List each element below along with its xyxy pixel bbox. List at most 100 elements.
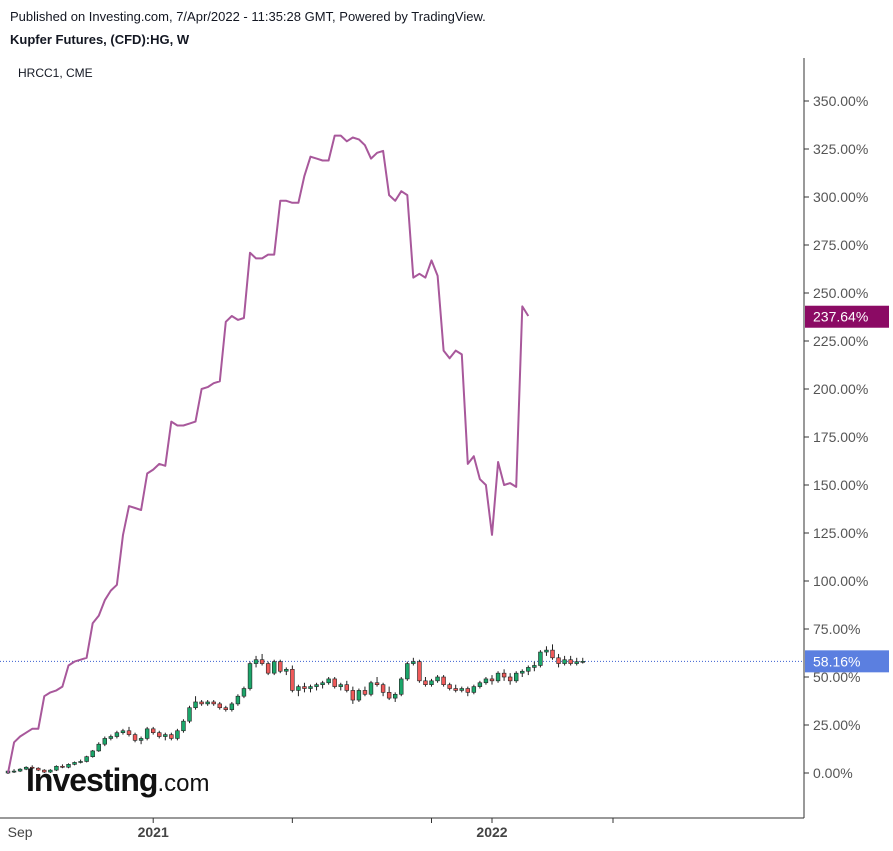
candle-down [126,730,132,735]
candle-up [205,701,210,705]
candle-down [259,659,265,664]
candle-up [271,661,277,674]
y-axis: 0.00% 25.00% 50.00% 75.00% 100.00% 125.00% 150… [803,58,868,818]
candle-down [441,676,446,685]
candle-up [120,730,126,733]
y-tick-label: 50.00% [813,669,860,685]
candle-down [489,678,495,682]
y-tick-label: 275.00% [813,237,868,253]
overlay-symbol-label: HRCC1, CME [18,66,93,80]
y-tick-label: 250.00% [813,285,868,301]
candle-down [302,686,307,689]
candle-down [217,703,222,709]
candle-up [538,651,543,666]
y-tick-label: 75.00% [813,621,860,637]
candle-down [211,701,216,705]
candle-up [108,736,114,739]
candle-up [314,684,319,687]
candle-down [556,657,561,664]
candle-up [574,661,579,664]
candle-down [380,684,386,693]
candle-up [175,730,180,739]
candle-down [223,707,228,710]
y-tick-label: 350.00% [813,93,868,109]
candle-up [72,762,77,765]
candle-down [386,692,392,699]
candle-up [247,663,253,689]
candle-up [483,678,489,684]
x-tick-label: 2021 [138,824,169,840]
candle-up [532,665,537,668]
candle-down [290,669,295,691]
candle-up [580,661,585,663]
candle-up [399,678,404,695]
candle-down [278,661,283,672]
candle-down [42,769,47,773]
candle-up [96,743,101,752]
candle-up [163,734,168,737]
y-tick-label: 150.00% [813,477,868,493]
y-tick-label: 300.00% [813,189,868,205]
price-last-value-badge-text: 58.16% [813,653,860,669]
hrc-line [7,134,530,774]
candle-down [169,734,174,739]
candle-down [344,684,349,691]
y-tick-label: 125.00% [813,525,868,541]
candle-up [513,672,519,682]
candlestick-series [0,644,804,774]
y-tick-label: 175.00% [813,429,868,445]
candle-up [181,720,186,732]
y-tick-label: 200.00% [813,381,868,397]
candle-down [265,663,271,674]
candle-down [550,649,555,659]
candle-down [29,766,35,769]
candle-down [501,672,507,678]
y-tick-label: 0.00% [813,765,853,781]
candle-up [66,764,71,768]
candle-up [23,766,29,770]
candle-up [495,672,501,682]
candle-up [392,693,398,699]
candle-down [36,767,41,771]
candle-down [423,680,428,685]
candle-down [417,661,422,682]
candle-up [544,649,549,653]
candle-up [338,684,343,687]
candle-up [326,678,331,684]
candle-down [568,659,573,664]
candle-up [296,686,301,691]
line-last-value-badge-bg [805,305,889,328]
logo-main: Investing [26,762,158,798]
x-axis: Sep 2021 2022 [0,817,804,840]
candle-up [429,680,434,685]
y-tick-label: 225.00% [813,333,868,349]
candle-up [229,703,235,710]
candle-up [193,701,198,709]
candle-up [308,686,313,689]
candle-up [17,768,23,772]
candle-up [520,670,525,674]
chart-title: Kupfer Futures, (CFD):HG, W [10,32,190,47]
comparison-line-series [7,134,530,774]
candle-up [78,761,83,763]
candle-up [477,682,483,687]
candle-up [405,663,410,680]
candle-down [362,690,368,695]
candle-up [526,667,531,672]
candle-up [48,769,53,773]
candle-down [332,678,337,687]
candle-up [411,661,416,664]
last-value-badges: 237.64% 58.16% [805,305,889,673]
candle-down [151,728,156,733]
candle-up [253,659,259,664]
candle-up [320,682,325,685]
candle-up [138,738,144,741]
candle-up [11,770,17,773]
candle-up [90,750,95,757]
published-info: Published on Investing.com, 7/Apr/2022 -… [10,9,486,24]
candle-up [54,765,59,771]
x-tick-label: 2022 [476,824,507,840]
candle-up [459,688,464,691]
candle-up [114,732,120,737]
